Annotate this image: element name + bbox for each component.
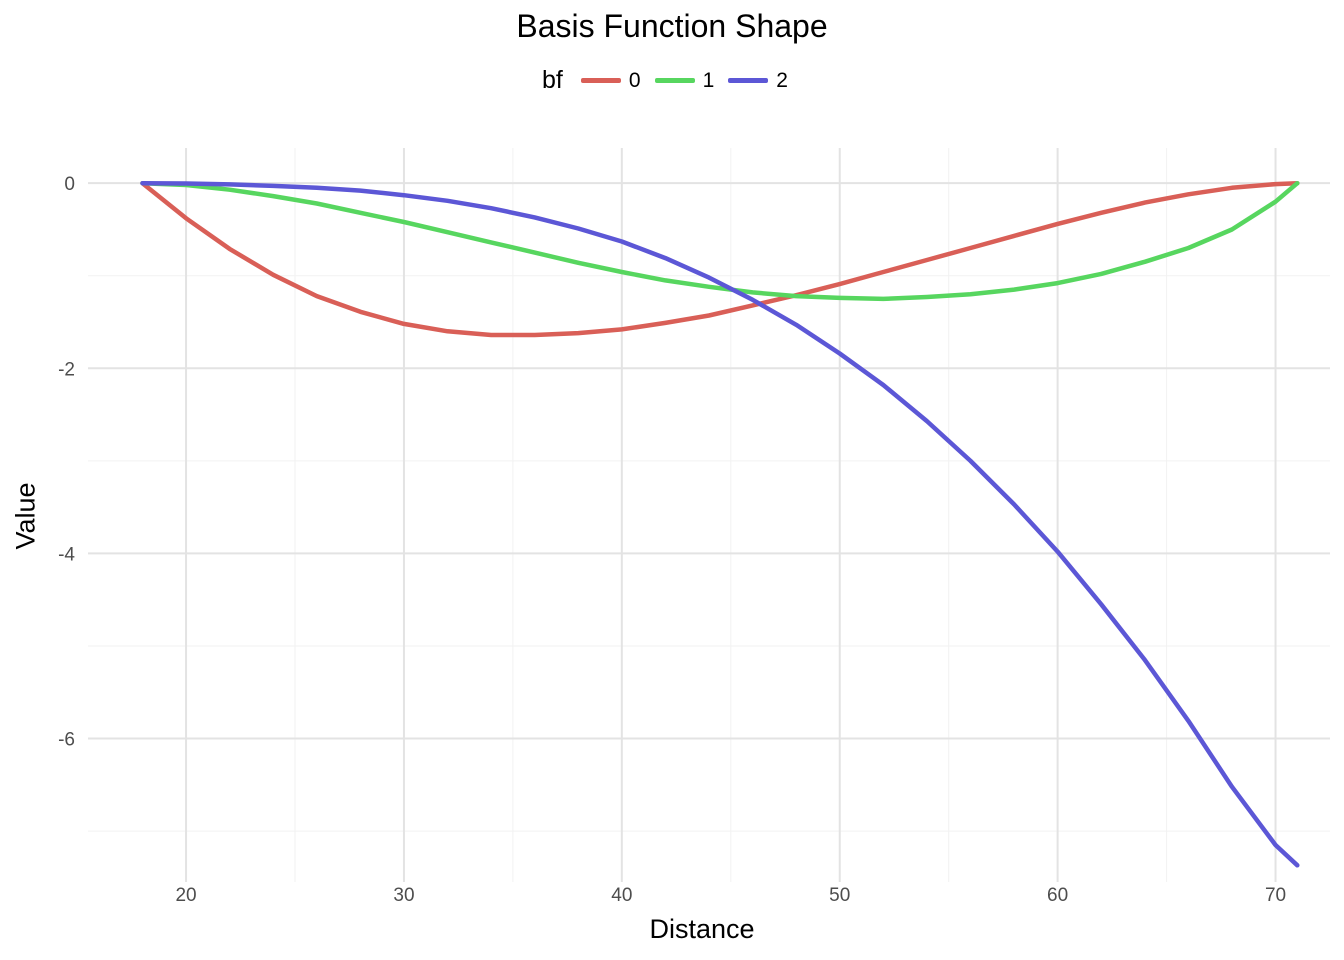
y-tick-label: 0 xyxy=(64,174,75,195)
x-tick-label: 30 xyxy=(393,885,414,906)
legend: bf 0 1 2 xyxy=(0,66,1344,95)
legend-label-1: 1 xyxy=(702,68,715,92)
x-axis-label: Distance xyxy=(649,914,755,944)
legend-key-1 xyxy=(654,78,695,83)
y-tick-label: -2 xyxy=(58,359,75,380)
series-line-2 xyxy=(140,180,1300,868)
legend-item-0: 0 xyxy=(580,68,641,93)
legend-item-1: 1 xyxy=(654,68,715,93)
y-axis-label: Value xyxy=(10,482,41,550)
x-tick-label: 40 xyxy=(611,885,632,906)
series-line-0 xyxy=(140,180,1300,338)
x-tick-label: 70 xyxy=(1265,885,1286,906)
x-tick-label: 20 xyxy=(175,885,196,906)
legend-key-2 xyxy=(728,78,769,83)
y-tick-label: -4 xyxy=(58,544,75,565)
legend-item-2: 2 xyxy=(728,69,788,93)
legend-label-2: 2 xyxy=(776,68,788,92)
x-tick-label: 60 xyxy=(1047,885,1068,906)
chart-title: Basis Function Shape xyxy=(516,8,828,44)
y-tick-label: -6 xyxy=(58,730,75,751)
legend-title: bf xyxy=(542,66,563,94)
x-tick-label: 50 xyxy=(829,885,850,906)
legend-key-0 xyxy=(580,78,621,83)
legend-label-0: 0 xyxy=(628,68,641,92)
